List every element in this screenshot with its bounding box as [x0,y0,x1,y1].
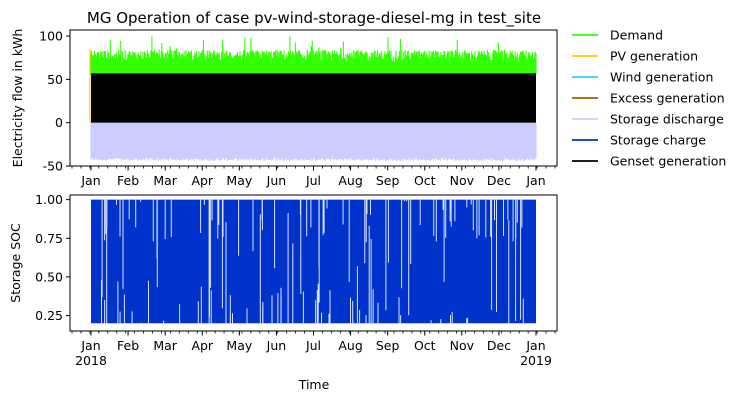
top-x-ticks: Jan Feb Mar Apr May Jun Jul Aug Sep Oct Nov Dec Jan [71,166,556,188]
top-x-tick-label: Apr [191,173,213,188]
top-x-tick-label: Jun [266,173,287,188]
bot-x-tick-label: Nov [450,338,475,353]
legend-entry: Excess generation [610,91,725,106]
soc-gaps [101,199,524,324]
top-y-ticks: -50 0 50 100 [39,29,70,174]
top-x-tick-label: Jan [80,173,100,188]
bot-x-tick-label: May [226,338,252,353]
top-y-tick-label: 0 [55,115,63,130]
bot-x-year-label: 2019 [520,353,552,368]
bot-x-tick-label: Jul [305,338,321,353]
top-y-tick-label: 100 [39,29,63,44]
bot-x-tick-label: Oct [414,338,436,353]
bottom-series-group [91,199,536,324]
chart-title: MG Operation of case pv-wind-storage-die… [87,9,541,28]
bot-y-tick-label: 0.75 [35,231,63,246]
top-x-tick-label: Jan [525,173,545,188]
bot-x-tick-label: Mar [153,338,177,353]
top-y-tick-label: 50 [47,72,63,87]
top-y-axis-label: Electricity flow in kWh [10,29,25,168]
bot-x-tick-label: Jun [266,338,287,353]
bottom-y-ticks: 0.25 0.50 0.75 1.00 [35,192,70,323]
bot-x-tick-label: Jan [80,338,100,353]
top-plot-area: -50 0 50 100 Jan Feb Mar Apr May Jun Jul Aug Sep Oct… [10,29,558,188]
legend: Demand PV generation Wind generation Excess… [572,28,726,169]
bottom-x-axis-label: Time [298,377,330,392]
legend-entry: Demand [610,28,663,43]
legend-entry: Wind generation [610,70,713,85]
series-genset-generation [91,73,536,123]
legend-entry: PV generation [610,49,698,64]
series-demand [90,36,537,75]
legend-entry: Storage discharge [610,112,724,127]
bot-x-tick-label: Apr [191,338,213,353]
top-x-tick-label: Jul [305,173,321,188]
top-x-tick-label: May [226,173,252,188]
bot-y-tick-label: 0.50 [35,269,63,284]
top-x-tick-label: Nov [450,173,475,188]
bot-x-tick-label: Dec [487,338,511,353]
top-x-tick-label: Oct [414,173,436,188]
top-x-tick-label: Dec [487,173,511,188]
top-series-group [89,36,537,162]
bot-y-tick-label: 0.25 [35,308,63,323]
bottom-x-ticks: Jan Feb Mar Apr May Jun Jul Aug Sep Oct Nov Dec Jan2… [71,331,556,368]
bot-x-tick-label: Feb [117,338,139,353]
bot-x-tick-label: Aug [338,338,362,353]
legend-entry: Storage charge [610,133,706,148]
top-x-tick-label: Aug [338,173,362,188]
top-y-tick-label: -50 [43,159,63,174]
series-storage-discharge [90,122,537,162]
top-x-tick-label: Sep [376,173,400,188]
legend-entry: Genset generation [610,154,726,169]
top-x-tick-label: Feb [117,173,139,188]
top-x-tick-label: Mar [153,173,177,188]
bot-x-year-label: 2018 [75,353,107,368]
bot-x-tick-label: Jan [525,338,545,353]
bottom-plot-area: 0.25 0.50 0.75 1.00 Jan Feb Mar Apr May Jun Jul Au… [8,192,558,392]
bot-y-tick-label: 1.00 [35,192,63,207]
bottom-y-axis-label: Storage SOC [8,223,23,303]
bot-x-tick-label: Sep [376,338,400,353]
